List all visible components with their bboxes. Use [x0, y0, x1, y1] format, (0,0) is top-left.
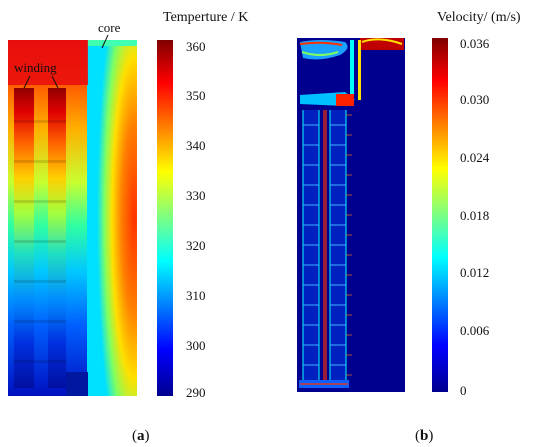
svg-text:winding: winding: [14, 60, 57, 75]
temperature-tick: 330: [186, 188, 206, 203]
caption-a: (a): [132, 428, 150, 444]
velocity-field: [297, 38, 405, 392]
velocity-tick: 0.012: [460, 265, 489, 280]
temperature-tick: 290: [186, 385, 206, 400]
annotation-core: core: [98, 20, 121, 49]
winding-column-left: [14, 88, 34, 388]
velocity-tick: 0.024: [460, 150, 490, 165]
velocity-tick: 0: [460, 383, 467, 398]
temperature-tick: 340: [186, 138, 206, 153]
velocity-tick: 0.030: [460, 92, 489, 107]
velocity-tick: 0.006: [460, 323, 490, 338]
velocity-colorbar: [432, 38, 448, 392]
velocity-ticks: 0.036 0.030 0.024 0.018 0.012 0.006 0: [460, 36, 490, 398]
temperature-tick: 300: [186, 338, 206, 353]
temperature-tick: 350: [186, 88, 206, 103]
temperature-colorbar-title: Temperture / K: [163, 10, 248, 25]
temperature-ticks: 360 350 340 330 320 310 300 290: [186, 39, 206, 400]
temperature-colorbar: [157, 40, 173, 396]
temperature-field: [8, 40, 137, 396]
svg-text:core: core: [98, 20, 121, 35]
caption-b: (b): [415, 428, 433, 444]
temperature-tick: 310: [186, 288, 206, 303]
velocity-tick: 0.036: [460, 36, 490, 51]
winding-column-right: [48, 88, 66, 388]
temperature-tick: 320: [186, 238, 206, 253]
annotation-winding: winding: [14, 60, 59, 89]
velocity-tick: 0.018: [460, 208, 489, 223]
temperature-tick: 360: [186, 39, 206, 54]
velocity-colorbar-title: Velocity/ (m/s): [437, 10, 521, 25]
